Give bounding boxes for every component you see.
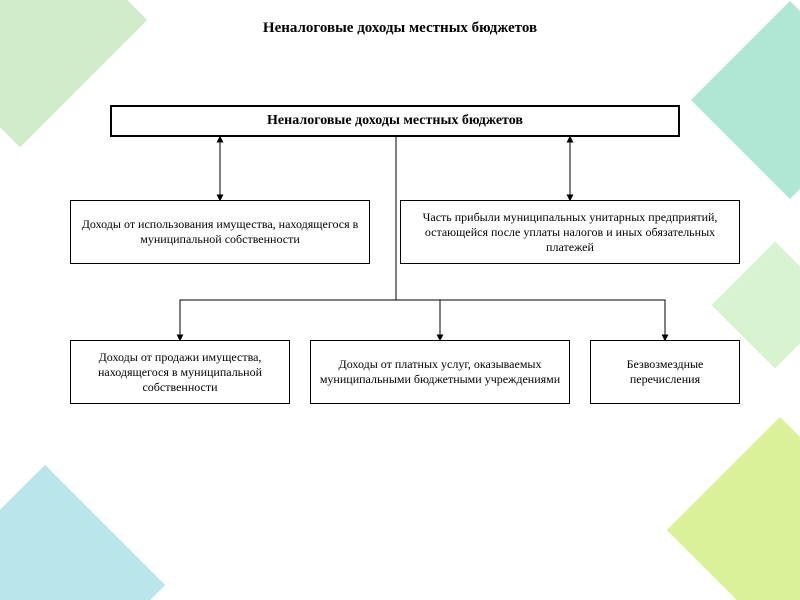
diagram-box: Доходы от использования имущества, наход… (70, 200, 370, 264)
diagram-box: Безвозмездные перечисления (590, 340, 740, 404)
diagram-root-box: Неналоговые доходы местных бюджетов (110, 105, 680, 137)
decorative-shape (667, 417, 800, 600)
diagram-connectors (0, 0, 800, 600)
diagram-box: Часть прибыли муниципальных унитарных пр… (400, 200, 740, 264)
diagram-box: Доходы от платных услуг, оказываемых мун… (310, 340, 570, 404)
diagram-box: Доходы от продажи имущества, находящегос… (70, 340, 290, 404)
page-title: Неналоговые доходы местных бюджетов (170, 20, 630, 37)
decorative-shape (691, 1, 800, 199)
decorative-shape (0, 465, 165, 600)
